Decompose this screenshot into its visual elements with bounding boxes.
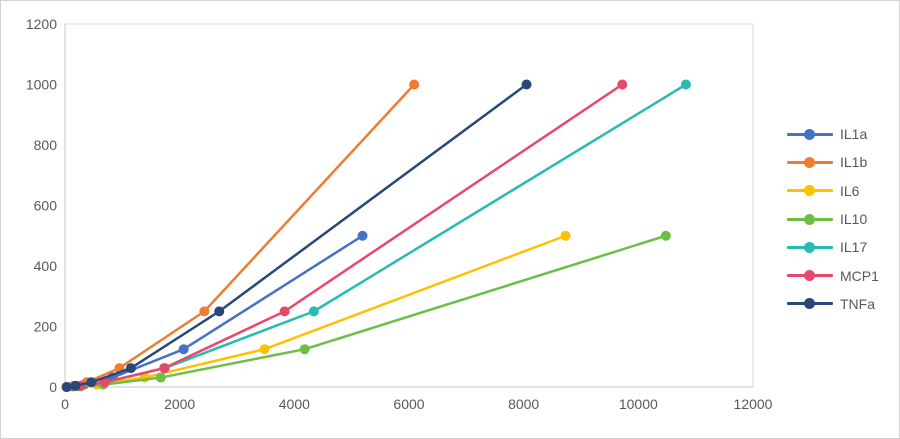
data-point-IL1a: [357, 230, 368, 241]
x-tick-label: 2000: [164, 396, 195, 412]
data-point-TNFa: [61, 382, 72, 392]
series-line-MCP1: [65, 83, 624, 389]
data-point-MCP1: [159, 363, 170, 374]
data-point-MCP1: [279, 306, 290, 317]
legend-item-il10: IL10: [787, 205, 879, 233]
data-point-IL10: [660, 230, 671, 241]
data-point-MCP1: [99, 377, 110, 388]
plot-area-border: [64, 23, 754, 388]
legend-item-label: IL6: [840, 182, 860, 199]
y-tick-label: 1200: [26, 16, 57, 32]
tnfa-series-marker-icon: [787, 298, 833, 310]
x-tick-label: 6000: [393, 396, 424, 412]
legend-item-label: IL17: [840, 239, 868, 256]
il17-series-marker-icon: [787, 241, 833, 253]
legend-item-tnfa: TNFa: [787, 290, 879, 318]
series-line-TNFa: [65, 83, 528, 389]
legend-item-mcp1: MCP1: [787, 261, 879, 289]
y-tick-label: 800: [34, 137, 58, 153]
data-point-TNFa: [86, 377, 97, 388]
data-point-IL10: [299, 344, 310, 355]
data-point-IL17: [308, 306, 319, 317]
y-tick-label: 200: [34, 319, 58, 335]
legend-item-il1b: IL1b: [787, 148, 879, 176]
data-point-TNFa: [214, 306, 225, 317]
legend-item-label: TNFa: [840, 295, 875, 312]
data-point-TNFa: [125, 363, 136, 374]
mcp1-series-marker-icon: [787, 270, 833, 282]
legend-item-label: IL1b: [840, 154, 868, 171]
x-tick-label: 10000: [619, 396, 658, 412]
x-tick-label: 12000: [734, 396, 773, 412]
legend-item-label: IL1a: [840, 126, 868, 143]
data-point-IL17: [680, 79, 691, 90]
data-point-TNFa: [70, 380, 81, 391]
legend-item-il1a: IL1a: [787, 120, 879, 148]
x-tick-label: 0: [61, 396, 69, 412]
data-point-IL6: [560, 230, 571, 241]
legend-item-il17: IL17: [787, 233, 879, 261]
data-point-IL1b: [409, 79, 420, 90]
y-tick-label: 600: [34, 198, 58, 214]
data-point-IL10: [155, 372, 166, 383]
y-tick-label: 400: [34, 258, 58, 274]
il10-series-marker-icon: [787, 213, 833, 225]
data-point-TNFa: [521, 79, 532, 90]
legend-item-label: MCP1: [840, 267, 879, 284]
il6-series-marker-icon: [787, 185, 833, 197]
y-tick-label: 1000: [26, 77, 57, 93]
x-tick-label: 8000: [508, 396, 539, 412]
data-point-IL1b: [199, 306, 210, 317]
chart-legend: IL1a IL1b IL6 IL10 IL17 MCP1 TNFa: [787, 120, 879, 318]
data-point-IL6: [259, 344, 270, 355]
data-point-IL1a: [178, 344, 189, 355]
data-point-MCP1: [617, 79, 628, 90]
x-tick-label: 4000: [279, 396, 310, 412]
il1b-series-marker-icon: [787, 156, 833, 168]
y-tick-label: 0: [49, 379, 57, 395]
legend-item-il6: IL6: [787, 177, 879, 205]
il1a-series-marker-icon: [787, 128, 833, 140]
legend-item-label: IL10: [840, 211, 868, 228]
